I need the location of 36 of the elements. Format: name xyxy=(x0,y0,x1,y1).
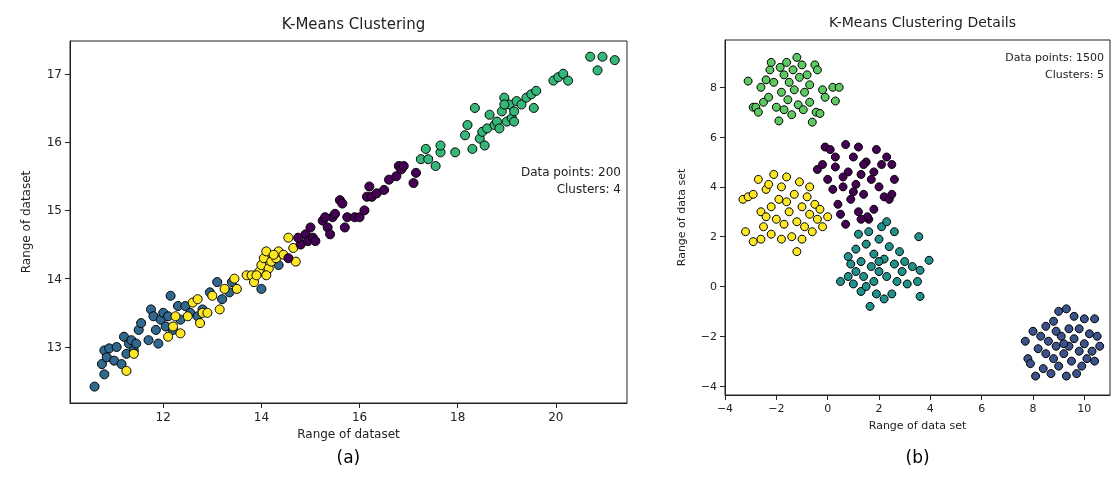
y-tick-label: 0 xyxy=(710,279,717,293)
x-tick-label: 16 xyxy=(351,410,368,424)
annotation: Clusters: 4 xyxy=(556,182,621,196)
y-tick-label: −4 xyxy=(700,379,717,393)
x-tick-label: 18 xyxy=(450,410,466,424)
text: (b) xyxy=(905,446,930,467)
x-tick-label: 20 xyxy=(548,410,564,424)
chart-title: K-Means Clustering xyxy=(281,14,426,33)
annotation: Data points: 200 xyxy=(520,165,621,179)
x-tick-label: 0 xyxy=(824,402,832,415)
x-axis-title: Range of dataset xyxy=(297,427,401,441)
x-tick-label: 6 xyxy=(978,402,986,415)
x-tick-label: 12 xyxy=(155,410,171,424)
y-tick-label: 17 xyxy=(46,66,62,81)
y-axis-title: Range of data set xyxy=(675,168,688,267)
x-axis-title: Range of data set xyxy=(868,419,967,432)
annotation: Data points: 1500 xyxy=(1005,51,1104,64)
y-tick-label: 8 xyxy=(710,80,717,94)
text: (a) xyxy=(336,446,361,467)
y-tick-label: 14 xyxy=(46,271,62,286)
x-tick-label: −2 xyxy=(768,402,785,415)
x-tick-label: 2 xyxy=(875,402,883,415)
y-tick-label: 2 xyxy=(710,230,717,244)
y-tick-label: −2 xyxy=(700,329,717,343)
x-tick-label: 8 xyxy=(1029,402,1037,415)
y-tick-label: 15 xyxy=(46,203,62,218)
x-tick-label: 4 xyxy=(926,402,934,415)
x-tick-label: 10 xyxy=(1077,402,1092,415)
annotation: Clusters: 5 xyxy=(1045,68,1104,81)
y-tick-label: 13 xyxy=(46,339,62,354)
y-tick-label: 4 xyxy=(710,180,717,194)
y-tick-label: 6 xyxy=(710,130,717,144)
x-tick-label: 14 xyxy=(253,410,270,424)
chart-title: K-Means Clustering Details xyxy=(829,14,1016,30)
y-tick-label: 16 xyxy=(46,135,62,150)
y-axis-title: Range of dataset xyxy=(19,170,33,274)
